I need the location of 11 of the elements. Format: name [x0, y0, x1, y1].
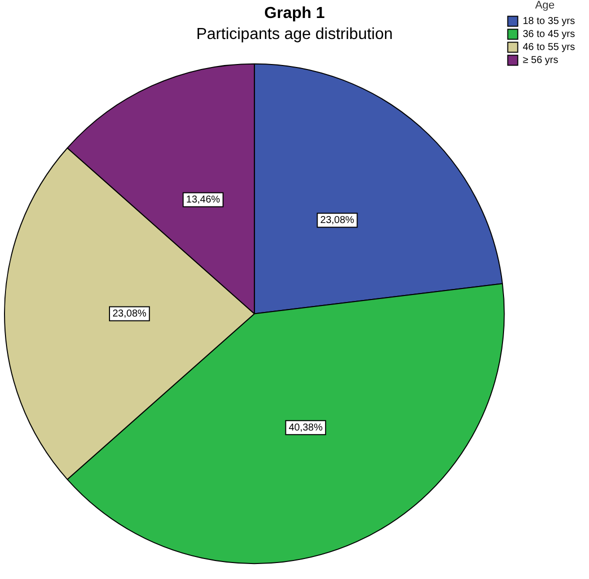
legend-label: 46 to 55 yrs — [522, 42, 576, 53]
data-label: 23,08% — [112, 308, 146, 320]
chart-title: Graph 1 — [264, 5, 325, 22]
legend-label: 18 to 35 yrs — [522, 16, 576, 27]
legend-title: Age — [535, 0, 555, 12]
legend-label: ≥ 56 yrs — [522, 54, 558, 66]
legend-label: 36 to 45 yrs — [522, 28, 576, 40]
data-label: 40,38% — [288, 422, 323, 434]
data-label: 23,08% — [320, 214, 354, 226]
text: Participants age distribution — [196, 26, 393, 44]
data-label: 13,46% — [186, 194, 220, 206]
